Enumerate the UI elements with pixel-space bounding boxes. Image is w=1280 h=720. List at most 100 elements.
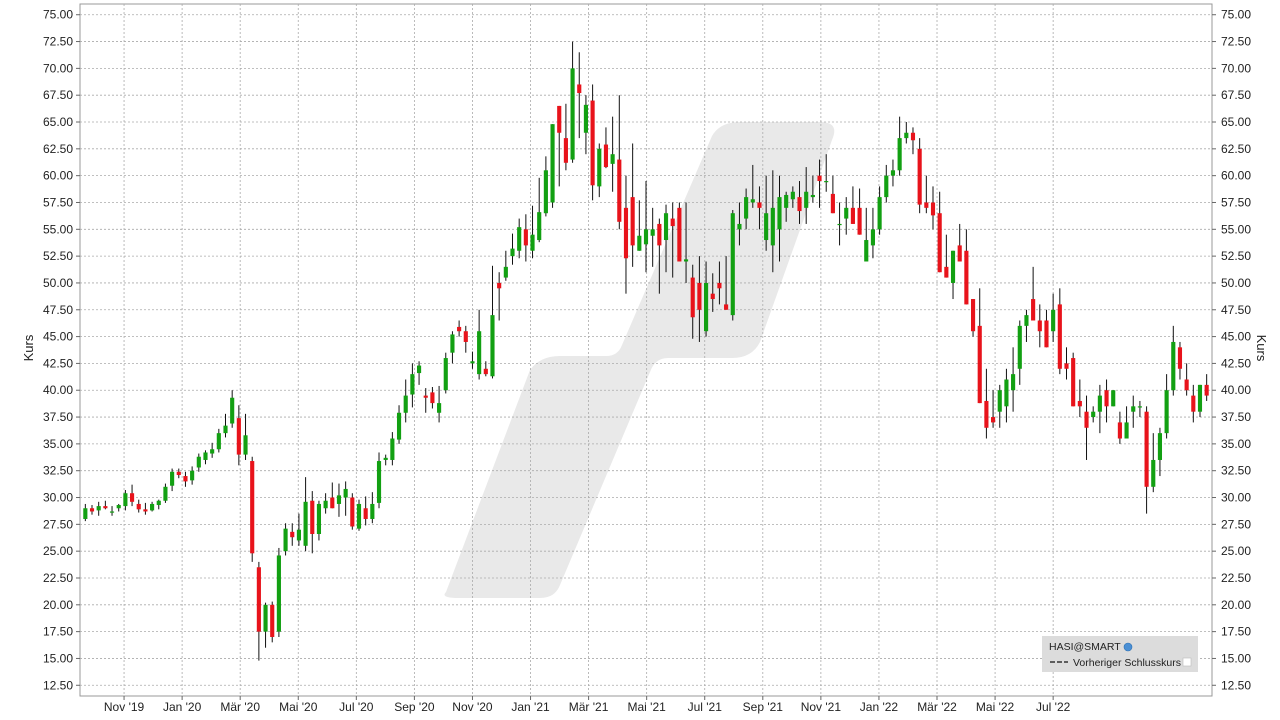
candle bbox=[170, 468, 175, 492]
candle-body bbox=[530, 234, 535, 251]
y-tick-label: 22.50 bbox=[1221, 571, 1251, 585]
candle bbox=[697, 256, 702, 342]
candle bbox=[610, 116, 615, 192]
candle-body bbox=[450, 334, 455, 353]
candle bbox=[1204, 374, 1209, 401]
candle bbox=[430, 387, 435, 409]
candle-body bbox=[457, 326, 462, 332]
candle bbox=[283, 523, 288, 556]
candle bbox=[129, 484, 135, 507]
candle bbox=[830, 175, 835, 214]
candle bbox=[1044, 309, 1049, 348]
x-tick-label: Mär '22 bbox=[917, 700, 957, 714]
candle-body bbox=[250, 461, 255, 554]
candle bbox=[643, 181, 649, 273]
candle-body bbox=[1137, 406, 1142, 408]
candle-body bbox=[623, 207, 629, 259]
candle bbox=[236, 405, 241, 466]
candle bbox=[150, 501, 155, 512]
candle-body bbox=[123, 493, 128, 507]
candle-body bbox=[1204, 384, 1209, 396]
y-tick-label: 25.00 bbox=[1221, 544, 1251, 558]
candle bbox=[543, 156, 548, 217]
globe-icon[interactable] bbox=[1123, 642, 1133, 652]
candle bbox=[437, 385, 442, 423]
y-tick-label: 45.00 bbox=[1221, 330, 1251, 344]
candle-body bbox=[844, 207, 849, 219]
candle-body bbox=[290, 531, 295, 538]
candle-body bbox=[403, 395, 408, 413]
candle bbox=[850, 186, 855, 224]
y-tick-label: 25.00 bbox=[43, 544, 73, 558]
candle-body bbox=[1057, 304, 1062, 369]
y-tick-label: 65.00 bbox=[43, 115, 73, 129]
candle bbox=[704, 261, 709, 337]
candle bbox=[123, 490, 128, 511]
y-tick-label: 72.50 bbox=[1221, 35, 1251, 49]
legend-checkbox[interactable] bbox=[1182, 657, 1192, 667]
candle-body bbox=[1031, 299, 1036, 321]
candle bbox=[363, 496, 368, 526]
candle bbox=[276, 547, 281, 637]
candle-body bbox=[1004, 379, 1009, 407]
candle bbox=[957, 223, 962, 262]
candle bbox=[890, 159, 896, 187]
candle-body bbox=[824, 181, 829, 183]
candle bbox=[550, 124, 555, 208]
candle-body bbox=[744, 197, 749, 219]
candle bbox=[617, 95, 622, 230]
candle-body bbox=[136, 503, 141, 510]
candle bbox=[383, 454, 388, 466]
y-tick-label: 17.50 bbox=[1221, 625, 1251, 639]
candle-body bbox=[336, 495, 342, 504]
candle bbox=[724, 256, 729, 310]
candle-body bbox=[1064, 363, 1069, 369]
candle bbox=[223, 413, 228, 438]
candle-body bbox=[196, 456, 201, 468]
candle-body bbox=[156, 500, 161, 506]
candle bbox=[1077, 379, 1082, 418]
legend-title: HASI@SMART bbox=[1049, 641, 1121, 653]
candle-body bbox=[810, 194, 815, 198]
x-tick-label: Nov '20 bbox=[452, 700, 493, 714]
x-tick-label: Mär '21 bbox=[569, 700, 609, 714]
candle bbox=[997, 384, 1002, 428]
candle bbox=[343, 481, 348, 516]
candle bbox=[970, 299, 976, 337]
y-tick-label: 70.00 bbox=[43, 61, 73, 75]
candle-body bbox=[1164, 390, 1169, 434]
candle-body bbox=[957, 245, 962, 262]
candle bbox=[950, 250, 956, 300]
candle-body bbox=[183, 476, 188, 482]
candle bbox=[230, 390, 235, 428]
candle bbox=[1037, 304, 1042, 348]
y-tick-label: 32.50 bbox=[1221, 464, 1251, 478]
x-axis: Nov '19 Jan '20 Mär '20 Mai '20 Jul '20 Sep '… bbox=[104, 696, 1071, 714]
candle bbox=[804, 167, 809, 224]
candle bbox=[210, 442, 215, 458]
candle bbox=[637, 200, 642, 251]
y-tick-label: 30.00 bbox=[1221, 491, 1251, 505]
candle-body bbox=[984, 400, 989, 428]
candle bbox=[1117, 411, 1122, 444]
x-tick-label: Mai '22 bbox=[976, 700, 1015, 714]
candle bbox=[1151, 433, 1156, 493]
y-tick-label: 35.00 bbox=[43, 437, 73, 451]
candle bbox=[196, 453, 201, 472]
candle-body bbox=[1017, 325, 1022, 369]
candle bbox=[1011, 347, 1016, 412]
candle-body bbox=[1111, 390, 1116, 407]
candle bbox=[263, 602, 268, 648]
candle bbox=[1144, 406, 1149, 514]
candle-body bbox=[663, 213, 669, 241]
candle bbox=[83, 503, 88, 522]
candle bbox=[183, 471, 188, 487]
candle-body bbox=[837, 223, 842, 226]
legend-box bbox=[1042, 636, 1198, 672]
candle-body bbox=[924, 202, 929, 208]
candle bbox=[577, 52, 582, 139]
candle bbox=[824, 154, 829, 192]
candle bbox=[310, 491, 315, 554]
candle-body bbox=[163, 486, 168, 501]
y-tick-label: 57.50 bbox=[1221, 195, 1251, 209]
